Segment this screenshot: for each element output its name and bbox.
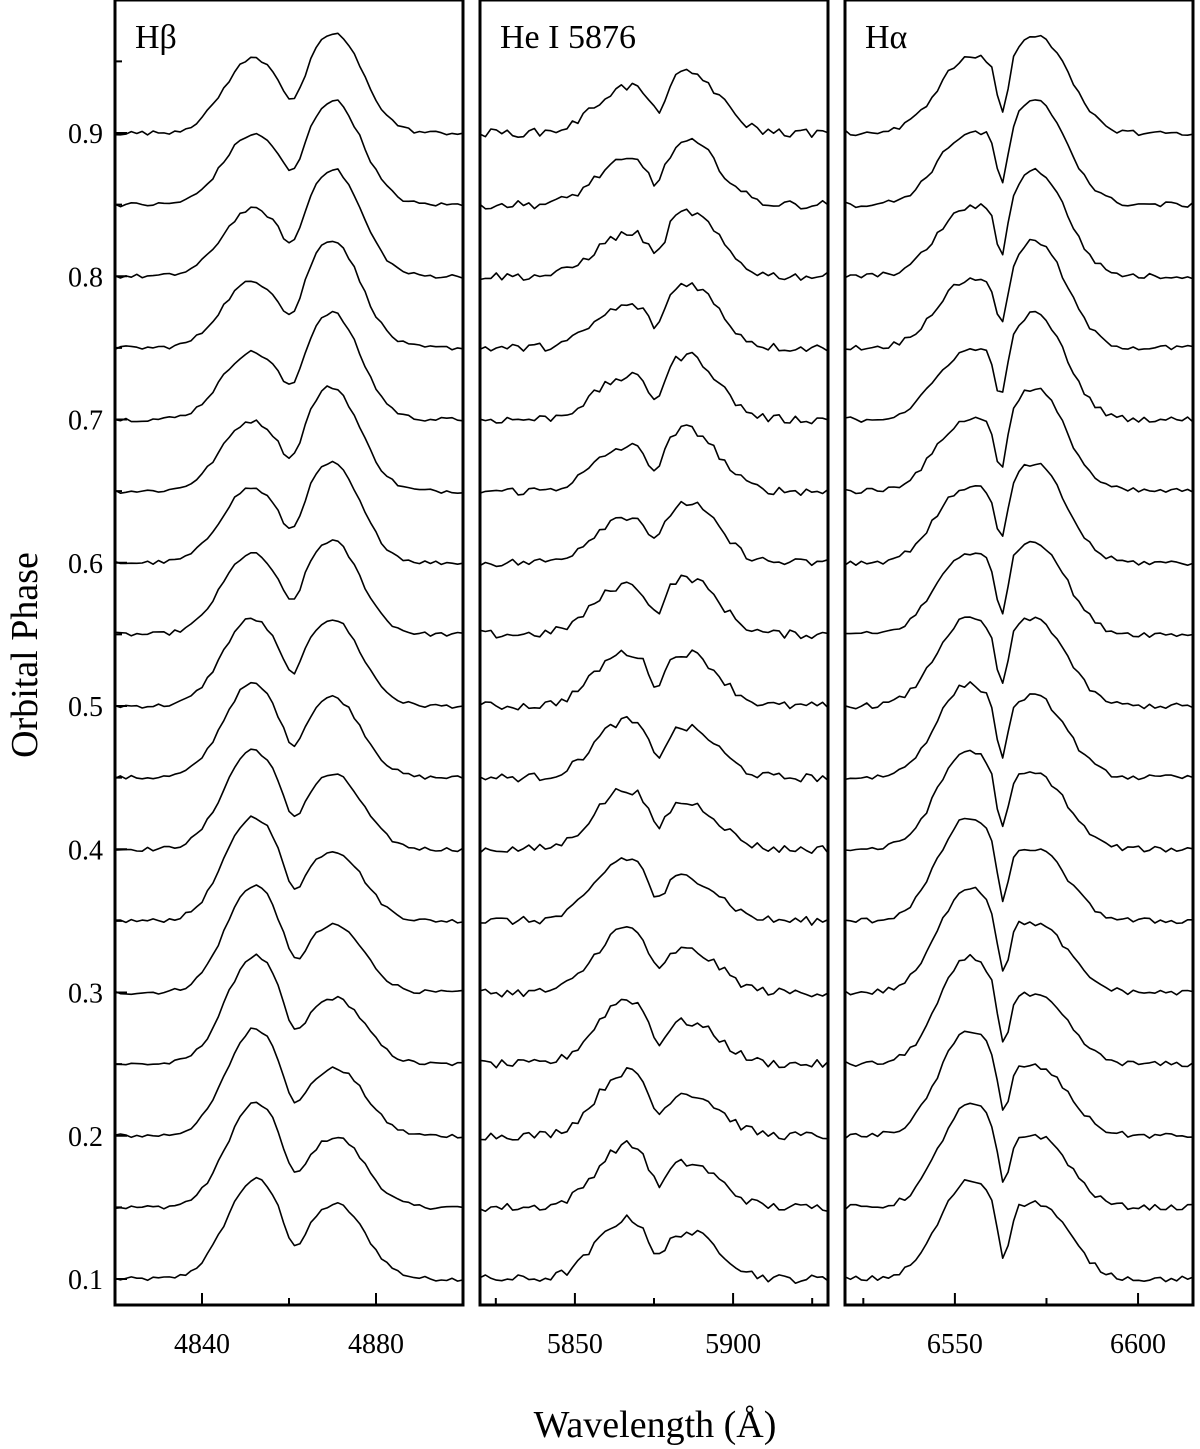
spectrum-phase-0.40 — [114, 748, 464, 853]
x-axis-title: Wavelength (Å) — [534, 1404, 777, 1446]
panel-label: He I 5876 — [500, 19, 636, 56]
spectrum-phase-0.70 — [479, 351, 829, 425]
spectrum-phase-0.35 — [114, 815, 464, 924]
spectrum-phase-0.85 — [479, 137, 829, 210]
spectrum-phase-0.55 — [114, 539, 464, 637]
spectrum-phase-0.15 — [479, 1140, 829, 1213]
spectrum-phase-0.55 — [845, 540, 1194, 638]
spectrum-phase-0.65 — [479, 424, 829, 496]
y-tick-label: 0.1 — [68, 1265, 103, 1296]
x-tick-label: 4880 — [348, 1329, 404, 1360]
panels-layer: 4840 4880 Hβ 5850 5900 He I 5876 6550 6600 Hα — [113, 0, 1195, 1360]
spectrum-phase-0.30 — [479, 926, 829, 998]
spectrum-phase-0.70 — [844, 310, 1194, 423]
spectrum-phase-0.60 — [844, 462, 1194, 566]
y-axis: 0.1 0.2 0.3 0.4 0.5 0.6 0.7 0.8 0.9 — [68, 60, 127, 1296]
y-tick-label: 0.8 — [68, 262, 103, 293]
x-tick-label: 6600 — [1110, 1329, 1166, 1360]
spectrum-phase-0.75 — [844, 238, 1194, 351]
y-tick-label: 0.3 — [68, 979, 103, 1010]
y-tick-label: 0.7 — [68, 406, 103, 437]
x-tick-label: 4840 — [174, 1329, 230, 1360]
y-tick-label: 0.6 — [68, 549, 103, 580]
spectrum-phase-0.15 — [114, 1101, 464, 1210]
panel-label: Hα — [865, 19, 908, 56]
spectrum-phase-0.35 — [479, 857, 829, 926]
spectrum-phase-0.25 — [844, 953, 1194, 1068]
spectrum-phase-0.90 — [479, 68, 829, 138]
spectrum-phase-0.40 — [479, 787, 829, 854]
spectrum-phase-0.20 — [114, 1027, 464, 1139]
spectrum-phase-0.65 — [114, 385, 464, 494]
spectrum-phase-0.80 — [844, 167, 1194, 280]
y-tick-label: 0.2 — [68, 1122, 103, 1153]
spectrum-phase-0.65 — [844, 387, 1194, 495]
spectrum-phase-0.50 — [479, 649, 829, 711]
spectrum-phase-0.20 — [844, 1030, 1194, 1140]
x-tick-label: 5900 — [705, 1329, 761, 1360]
spectrum-phase-0.45 — [844, 681, 1194, 781]
spectrum-phase-0.70 — [114, 310, 464, 423]
spectrum-phase-0.30 — [844, 886, 1194, 996]
spectrum-phase-0.10 — [479, 1214, 829, 1284]
spectrum-phase-0.45 — [479, 715, 829, 783]
spectrum-phase-0.15 — [844, 1102, 1194, 1211]
y-tick-label: 0.4 — [68, 835, 103, 866]
y-tick-label: 0.5 — [68, 692, 103, 723]
spectrum-phase-0.50 — [844, 616, 1194, 710]
spectrum-phase-0.10 — [114, 1176, 464, 1282]
spectrum-phase-0.80 — [114, 168, 464, 280]
spectrum-phase-0.60 — [114, 460, 464, 566]
spectrum-phase-0.90 — [114, 32, 464, 136]
spectrum-phase-0.50 — [114, 617, 464, 709]
spectrum-phase-0.75 — [114, 240, 464, 351]
panel-label: Hβ — [135, 19, 177, 56]
y-axis-title: Orbital Phase — [4, 552, 46, 758]
spectrum-phase-0.55 — [479, 574, 829, 640]
spectrum-phase-0.25 — [479, 998, 829, 1069]
panel-2: 5850 5900 He I 5876 — [478, 0, 830, 1360]
spectrum-phase-0.90 — [844, 34, 1194, 137]
y-tick-label: 0.9 — [68, 119, 103, 150]
spectrum-phase-0.60 — [479, 500, 829, 568]
spectrum-phase-0.20 — [479, 1067, 829, 1141]
spectrum-phase-0.75 — [479, 282, 829, 352]
spectrum-phase-0.40 — [844, 749, 1194, 853]
spectrum-phase-0.45 — [114, 681, 464, 780]
x-tick-label: 5850 — [547, 1329, 603, 1360]
spectrum-phase-0.85 — [844, 99, 1194, 209]
spectrum-phase-0.10 — [844, 1179, 1194, 1283]
panel-frame — [843, 0, 1195, 1307]
spectrum-phase-0.25 — [114, 953, 463, 1067]
spectrum-phase-0.35 — [844, 817, 1193, 925]
panel-3: 6550 6600 Hα — [843, 0, 1195, 1360]
x-tick-label: 6550 — [927, 1329, 983, 1360]
panel-frame — [113, 0, 465, 1307]
spectrum-phase-0.80 — [479, 208, 829, 281]
panel-1: 4840 4880 Hβ — [113, 0, 465, 1360]
spectrum-phase-0.85 — [114, 99, 464, 208]
spectrum-phase-0.30 — [114, 884, 464, 996]
